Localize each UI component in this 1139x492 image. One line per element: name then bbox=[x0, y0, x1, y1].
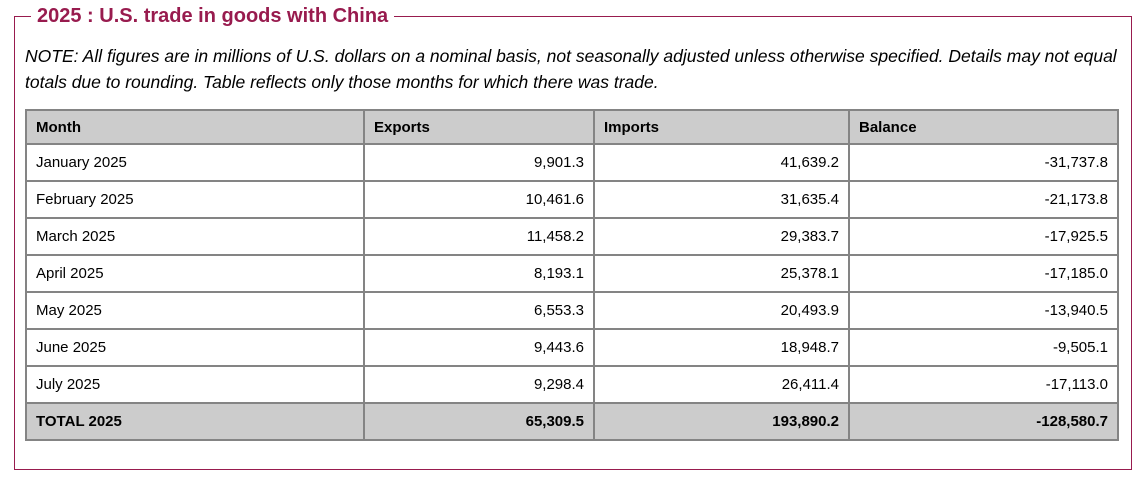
column-header-balance: Balance bbox=[848, 109, 1119, 145]
month-cell: April 2025 bbox=[25, 254, 365, 293]
table-header: Month Exports Imports Balance bbox=[25, 109, 1119, 145]
balance-cell: -17,925.5 bbox=[848, 217, 1119, 256]
panel-title: 2025 : U.S. trade in goods with China bbox=[37, 5, 389, 27]
balance-cell: -21,173.8 bbox=[848, 180, 1119, 219]
exports-cell: 8,193.1 bbox=[363, 254, 595, 293]
table-row: March 2025 11,458.2 29,383.7 -17,925.5 bbox=[25, 217, 1119, 256]
exports-cell: 9,901.3 bbox=[363, 143, 595, 182]
trade-panel: 2025 : U.S. trade in goods with China NO… bbox=[14, 5, 1132, 470]
imports-cell: 31,635.4 bbox=[593, 180, 850, 219]
imports-cell: 20,493.9 bbox=[593, 291, 850, 330]
imports-cell: 26,411.4 bbox=[593, 365, 850, 404]
total-row: TOTAL 2025 65,309.5 193,890.2 -128,580.7 bbox=[25, 402, 1119, 441]
month-cell: February 2025 bbox=[25, 180, 365, 219]
exports-cell: 9,298.4 bbox=[363, 365, 595, 404]
imports-cell: 29,383.7 bbox=[593, 217, 850, 256]
exports-cell: 65,309.5 bbox=[363, 402, 595, 441]
exports-cell: 6,553.3 bbox=[363, 291, 595, 330]
table-row: July 2025 9,298.4 26,411.4 -17,113.0 bbox=[25, 365, 1119, 404]
exports-cell: 10,461.6 bbox=[363, 180, 595, 219]
exports-cell: 9,443.6 bbox=[363, 328, 595, 367]
table-body: January 2025 9,901.3 41,639.2 -31,737.8 Febr… bbox=[25, 143, 1119, 404]
imports-cell: 193,890.2 bbox=[593, 402, 850, 441]
balance-cell: -128,580.7 bbox=[848, 402, 1119, 441]
exports-cell: 11,458.2 bbox=[363, 217, 595, 256]
column-header-exports: Exports bbox=[363, 109, 595, 145]
column-header-imports: Imports bbox=[593, 109, 850, 145]
month-cell: TOTAL 2025 bbox=[25, 402, 365, 441]
month-cell: March 2025 bbox=[25, 217, 365, 256]
balance-cell: -9,505.1 bbox=[848, 328, 1119, 367]
table-row: January 2025 9,901.3 41,639.2 -31,737.8 bbox=[25, 143, 1119, 182]
table-row: June 2025 9,443.6 18,948.7 -9,505.1 bbox=[25, 328, 1119, 367]
imports-cell: 41,639.2 bbox=[593, 143, 850, 182]
month-cell: May 2025 bbox=[25, 291, 365, 330]
table-row: May 2025 6,553.3 20,493.9 -13,940.5 bbox=[25, 291, 1119, 330]
month-cell: July 2025 bbox=[25, 365, 365, 404]
imports-cell: 18,948.7 bbox=[593, 328, 850, 367]
balance-cell: -17,185.0 bbox=[848, 254, 1119, 293]
note-text: NOTE: All figures are in millions of U.S… bbox=[25, 46, 1117, 92]
month-cell: June 2025 bbox=[25, 328, 365, 367]
page: 2025 : U.S. trade in goods with China NO… bbox=[0, 5, 1139, 470]
column-header-month: Month bbox=[25, 109, 365, 145]
imports-cell: 25,378.1 bbox=[593, 254, 850, 293]
month-cell: January 2025 bbox=[25, 143, 365, 182]
balance-cell: -13,940.5 bbox=[848, 291, 1119, 330]
balance-cell: -17,113.0 bbox=[848, 365, 1119, 404]
table-row: February 2025 10,461.6 31,635.4 -21,173.8 bbox=[25, 180, 1119, 219]
balance-cell: -31,737.8 bbox=[848, 143, 1119, 182]
trade-table: Month Exports Imports Balance January 2025 9… bbox=[25, 109, 1119, 441]
table-row: April 2025 8,193.1 25,378.1 -17,185.0 bbox=[25, 254, 1119, 293]
header-row: Month Exports Imports Balance bbox=[25, 109, 1119, 145]
